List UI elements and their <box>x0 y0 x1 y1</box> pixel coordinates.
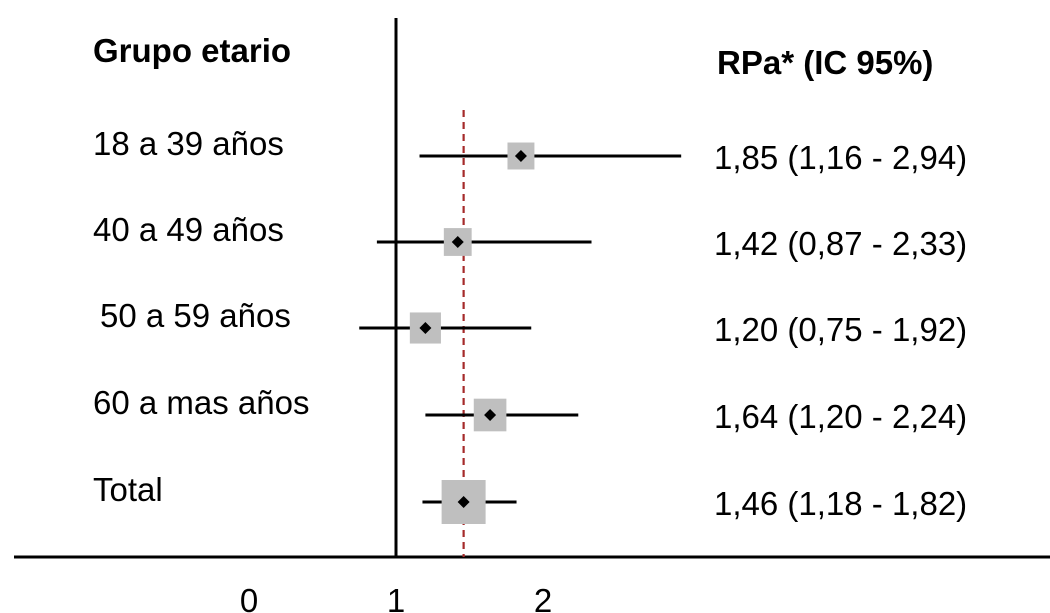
row-label: 18 a 39 años <box>93 125 284 162</box>
point-estimate <box>419 322 432 334</box>
row-value: 1,85 (1,16 - 2,94) <box>714 139 967 176</box>
point-estimate <box>484 409 497 421</box>
row-label: Total <box>93 471 163 508</box>
x-tick-label: 1 <box>387 582 405 613</box>
x-tick-label: 0 <box>240 582 258 613</box>
point-estimate <box>514 150 527 162</box>
row-header: Grupo etario <box>93 32 291 69</box>
point-estimate <box>451 236 464 248</box>
x-tick-label: 2 <box>534 582 552 613</box>
row-label: 40 a 49 años <box>93 211 284 248</box>
row-value: 1,46 (1,18 - 1,82) <box>714 485 967 522</box>
value-header: RPa* (IC 95%) <box>717 44 933 81</box>
row-label: 50 a 59 años <box>100 297 291 334</box>
plot-area: 0 1 2 18 a 39 años 1,85 (1,16 - 2,94) 40 a 49… <box>14 18 1050 613</box>
point-estimate <box>457 496 470 508</box>
row-label: 60 a mas años <box>93 384 309 421</box>
row-value: 1,42 (0,87 - 2,33) <box>714 225 967 262</box>
row-value: 1,20 (0,75 - 1,92) <box>714 311 967 348</box>
row-value: 1,64 (1,20 - 2,24) <box>714 398 967 435</box>
